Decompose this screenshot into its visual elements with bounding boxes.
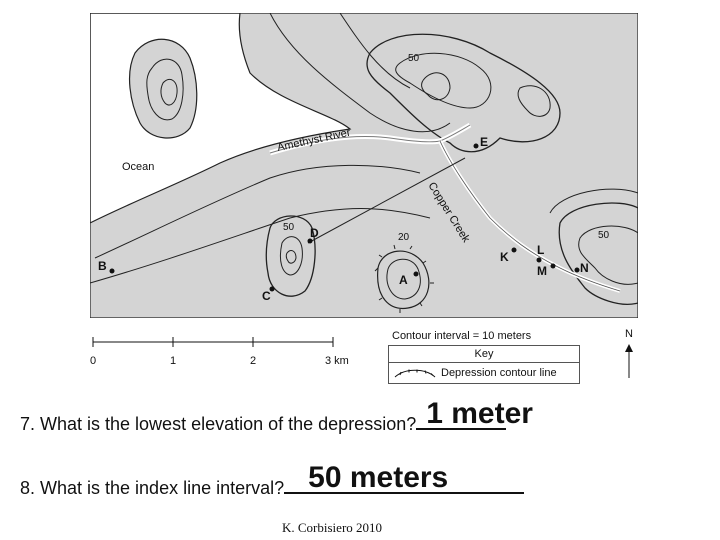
question-8-text: 8. What is the index line interval? [20, 478, 285, 498]
contour-line [517, 85, 551, 117]
point-c-marker [269, 286, 275, 292]
question-8: 8. What is the index line interval? 50 m… [20, 461, 525, 499]
copper-creek-edge [439, 140, 621, 292]
point-l-marker [536, 257, 542, 263]
amethyst-river-edge [269, 124, 471, 154]
elevation-label: 50 [408, 53, 420, 64]
question-7: 7. What is the lowest elevation of the d… [20, 397, 533, 435]
key-row: Depression contour line [389, 363, 579, 383]
point-m-marker [550, 263, 556, 269]
contour-line [285, 250, 297, 264]
question-8-answer-blank[interactable]: 50 meters [284, 461, 525, 494]
map-canvas: Ocean Amethyst River Copper Creek 50 50 … [90, 13, 638, 318]
point-b-label: B [98, 259, 107, 273]
reference-line [307, 157, 466, 244]
contour-line [395, 52, 492, 109]
index-contour-50 [558, 202, 638, 305]
point-e-label: E [480, 135, 488, 149]
map-legend: Contour interval = 10 meters Key Depress… [388, 330, 580, 384]
contour-line [269, 13, 451, 133]
island-contour-inner [160, 78, 178, 106]
topographic-map: Ocean Amethyst River Copper Creek 50 50 … [90, 13, 638, 318]
point-e-marker [473, 143, 479, 149]
key-box: Key Depression contour line [388, 345, 580, 384]
scale-label: 0 [90, 355, 96, 367]
island-contour [146, 58, 184, 121]
contour-line [549, 188, 638, 214]
question-7-text: 7. What is the lowest elevation of the d… [20, 414, 417, 434]
hachure-ticks [374, 244, 434, 313]
elevation-label: 20 [398, 232, 410, 243]
contour-interval-label: Contour interval = 10 meters [392, 330, 532, 342]
point-m-label: M [537, 264, 547, 278]
question-7-answer: 1 meter [426, 397, 533, 430]
point-a-label: A [399, 273, 408, 287]
contour-line [279, 236, 303, 276]
author-credit: K. Corbisiero 2010 [282, 520, 383, 535]
question-8-answer: 50 meters [308, 461, 449, 494]
question-7-answer-blank[interactable]: 1 meter [416, 397, 533, 430]
scale-label: 2 [250, 355, 256, 367]
north-indicator: N [618, 328, 640, 380]
elevation-label: 50 [598, 230, 610, 241]
key-title: Key [389, 346, 579, 363]
north-letter: N [625, 328, 633, 340]
key-item-label: Depression contour line [441, 367, 557, 379]
north-arrow-icon [625, 344, 633, 378]
index-contour-50 [265, 215, 316, 297]
point-d-marker [307, 238, 313, 244]
elevation-label: 50 [283, 222, 295, 233]
point-n-label: N [580, 261, 589, 275]
depression-contour-icon [394, 369, 436, 378]
index-contour-50 [366, 33, 561, 153]
point-b-marker [109, 268, 115, 274]
contour-line [339, 13, 411, 89]
depression-contour [386, 258, 421, 300]
scale-label: 1 [170, 355, 176, 367]
contour-line [94, 164, 421, 259]
point-n-marker [574, 267, 580, 273]
depression-contour [377, 250, 430, 310]
point-l-label: L [537, 243, 544, 257]
ocean-label: Ocean [122, 161, 154, 173]
point-k-marker [511, 247, 517, 253]
scale-bar: 0 1 2 3 km [90, 337, 349, 367]
contour-line [90, 208, 431, 284]
point-c-label: C [262, 289, 271, 303]
point-k-label: K [500, 250, 509, 264]
point-a-marker [413, 271, 419, 277]
island [129, 38, 198, 139]
point-d-label: D [310, 226, 319, 240]
scale-label: 3 km [325, 355, 349, 367]
contour-line [578, 225, 638, 285]
contour-line [421, 72, 451, 101]
